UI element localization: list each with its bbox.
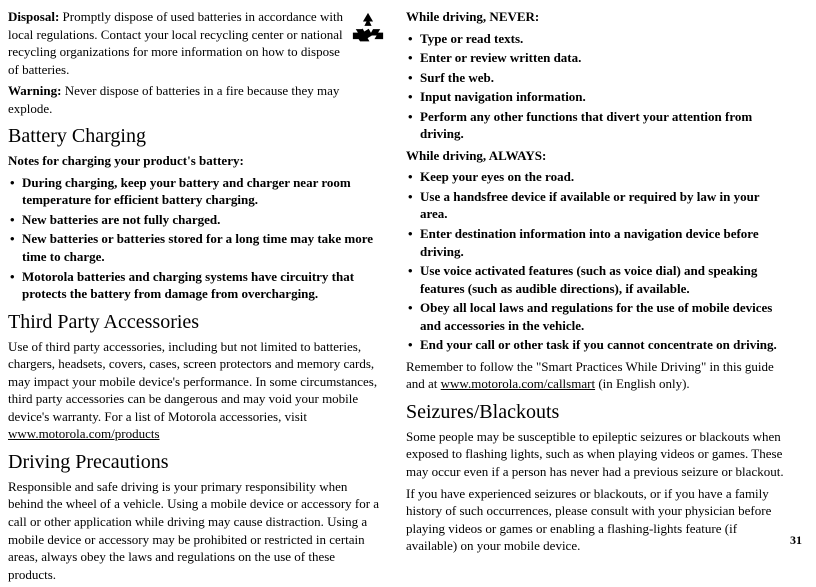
battery-notes-intro: Notes for charging your product's batter… xyxy=(8,152,386,170)
list-item: Obey all local laws and regulations for … xyxy=(406,299,784,334)
driving-precautions-heading: Driving Precautions xyxy=(8,449,386,476)
seizures-heading: Seizures/Blackouts xyxy=(406,399,784,426)
list-item: New batteries or batteries stored for a … xyxy=(8,230,386,265)
list-item: Enter or review written data. xyxy=(406,49,784,67)
left-column: Disposal: Promptly dispose of used batte… xyxy=(8,8,386,587)
third-party-paragraph: Use of third party accessories, includin… xyxy=(8,338,386,443)
list-item: Type or read texts. xyxy=(406,30,784,48)
seizures-p1: Some people may be susceptible to epilep… xyxy=(406,428,784,481)
list-item: Keep your eyes on the road. xyxy=(406,168,784,186)
disposal-label: Disposal: xyxy=(8,9,59,24)
right-column: While driving, NEVER: Type or read texts… xyxy=(406,8,784,587)
third-party-heading: Third Party Accessories xyxy=(8,309,386,336)
list-item: Use voice activated features (such as vo… xyxy=(406,262,784,297)
always-bullet-list: Keep your eyes on the road. Use a handsf… xyxy=(406,168,784,353)
seizures-p2: If you have experienced seizures or blac… xyxy=(406,485,784,555)
disposal-paragraph: Disposal: Promptly dispose of used batte… xyxy=(8,8,386,78)
list-item: End your call or other task if you canno… xyxy=(406,336,784,354)
never-intro: While driving, NEVER: xyxy=(406,8,784,26)
remember-paragraph: Remember to follow the "Smart Practices … xyxy=(406,358,784,393)
page-columns: Disposal: Promptly dispose of used batte… xyxy=(8,8,796,587)
list-item: Enter destination information into a nav… xyxy=(406,225,784,260)
third-party-link[interactable]: www.motorola.com/products xyxy=(8,426,160,441)
always-intro: While driving, ALWAYS: xyxy=(406,147,784,165)
warning-paragraph: Warning: Never dispose of batteries in a… xyxy=(8,82,386,117)
list-item: Motorola batteries and charging systems … xyxy=(8,268,386,303)
page-number: 31 xyxy=(790,532,802,548)
disposal-text: Promptly dispose of used batteries in ac… xyxy=(8,9,343,77)
warning-label: Warning: xyxy=(8,83,61,98)
list-item: During charging, keep your battery and c… xyxy=(8,174,386,209)
never-bullet-list: Type or read texts. Enter or review writ… xyxy=(406,30,784,143)
list-item: New batteries are not fully charged. xyxy=(8,211,386,229)
remember-link[interactable]: www.motorola.com/callsmart xyxy=(441,376,595,391)
battery-bullet-list: During charging, keep your battery and c… xyxy=(8,174,386,303)
list-item: Perform any other functions that divert … xyxy=(406,108,784,143)
list-item: Use a handsfree device if available or r… xyxy=(406,188,784,223)
list-item: Surf the web. xyxy=(406,69,784,87)
battery-charging-heading: Battery Charging xyxy=(8,123,386,150)
third-party-text: Use of third party accessories, includin… xyxy=(8,339,377,424)
remember-text-b: (in English only). xyxy=(595,376,690,391)
recycle-icon xyxy=(350,10,386,46)
driving-precautions-text: Responsible and safe driving is your pri… xyxy=(8,478,386,583)
list-item: Input navigation information. xyxy=(406,88,784,106)
